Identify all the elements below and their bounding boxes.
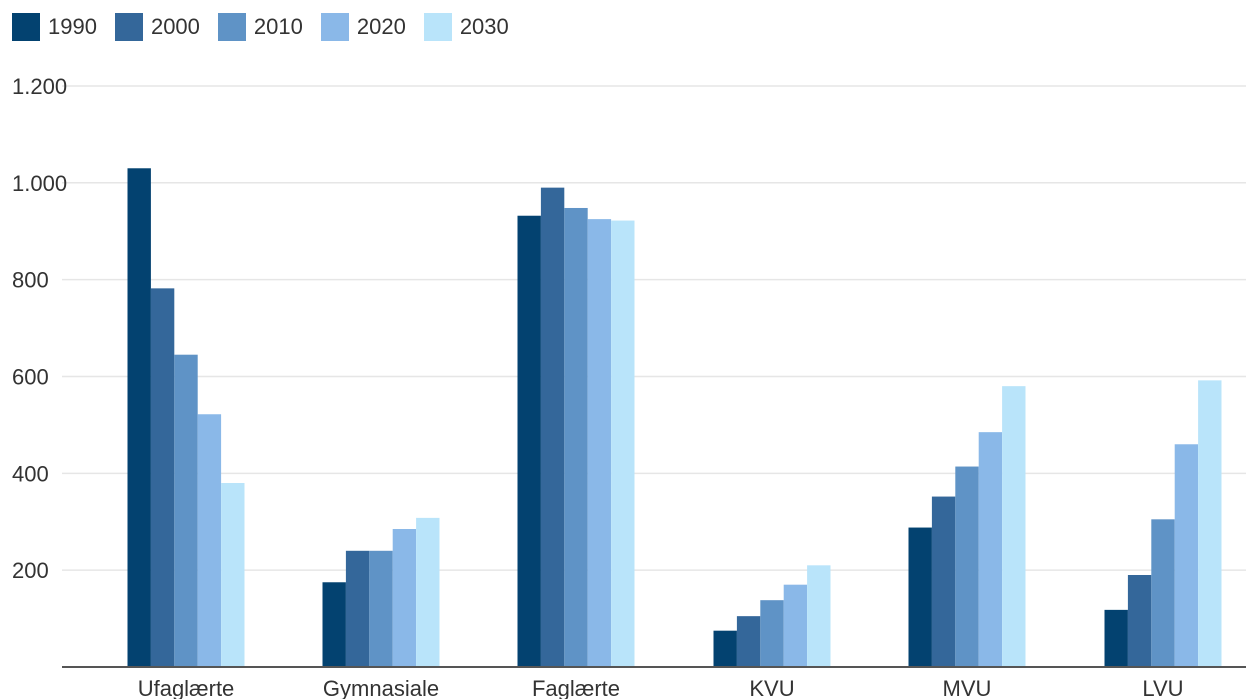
legend-swatch <box>217 13 246 41</box>
legend-swatch <box>423 13 452 41</box>
legend-label: 1990 <box>48 14 97 39</box>
legend-label: 2010 <box>253 14 303 39</box>
bar <box>564 207 588 667</box>
bar <box>197 414 222 667</box>
legend-label: 2000 <box>150 14 200 39</box>
x-category-label: KVU <box>749 676 794 699</box>
bar <box>322 582 346 667</box>
bar <box>978 432 1003 667</box>
legend-swatch <box>12 13 40 41</box>
bar <box>540 187 565 667</box>
bar <box>955 466 979 667</box>
bar <box>587 219 612 668</box>
legend-item: 2020 <box>320 13 406 41</box>
x-category-label: Faglærte <box>532 676 620 699</box>
chart-legend: 1990 2000 2010 2020 2030 <box>12 12 527 42</box>
y-tick-label: 600 <box>12 364 49 389</box>
legend-swatch <box>320 13 349 41</box>
bar <box>908 527 932 667</box>
bar <box>1104 609 1128 667</box>
x-category-label: Gymnasiale <box>323 676 439 699</box>
legend-swatch <box>114 13 143 41</box>
bar <box>127 168 151 668</box>
bar <box>783 584 808 667</box>
bar <box>517 215 541 668</box>
bar <box>345 550 370 667</box>
y-tick-label: 1.200 <box>12 74 67 99</box>
bar <box>1198 380 1222 667</box>
bar <box>736 616 761 667</box>
bar <box>1127 575 1152 667</box>
y-tick-label: 400 <box>12 461 49 486</box>
legend-item: 2010 <box>217 13 303 41</box>
bar <box>931 496 956 667</box>
bar <box>1151 519 1175 667</box>
bar <box>174 354 198 667</box>
bar <box>760 600 784 667</box>
y-tick-label: 200 <box>12 558 49 583</box>
y-tick-label: 1.000 <box>12 171 67 196</box>
bar <box>150 288 175 667</box>
bar <box>713 630 737 667</box>
legend-item: 2000 <box>114 13 200 41</box>
y-tick-label: 800 <box>12 268 49 293</box>
legend-item: 2030 <box>423 13 509 41</box>
x-category-label: LVU <box>1142 676 1183 699</box>
bar <box>611 220 635 667</box>
legend-item: 1990 <box>12 13 97 41</box>
bar <box>392 529 417 667</box>
bar <box>416 517 440 667</box>
legend-label: 2030 <box>459 14 509 39</box>
bar <box>369 550 393 667</box>
bar <box>807 565 831 667</box>
bar <box>1174 444 1199 667</box>
bar <box>221 483 245 667</box>
legend-label: 2020 <box>356 14 406 39</box>
x-category-label: MVU <box>943 676 992 699</box>
x-category-label: Ufaglærte <box>138 676 235 699</box>
bar <box>1002 386 1026 667</box>
